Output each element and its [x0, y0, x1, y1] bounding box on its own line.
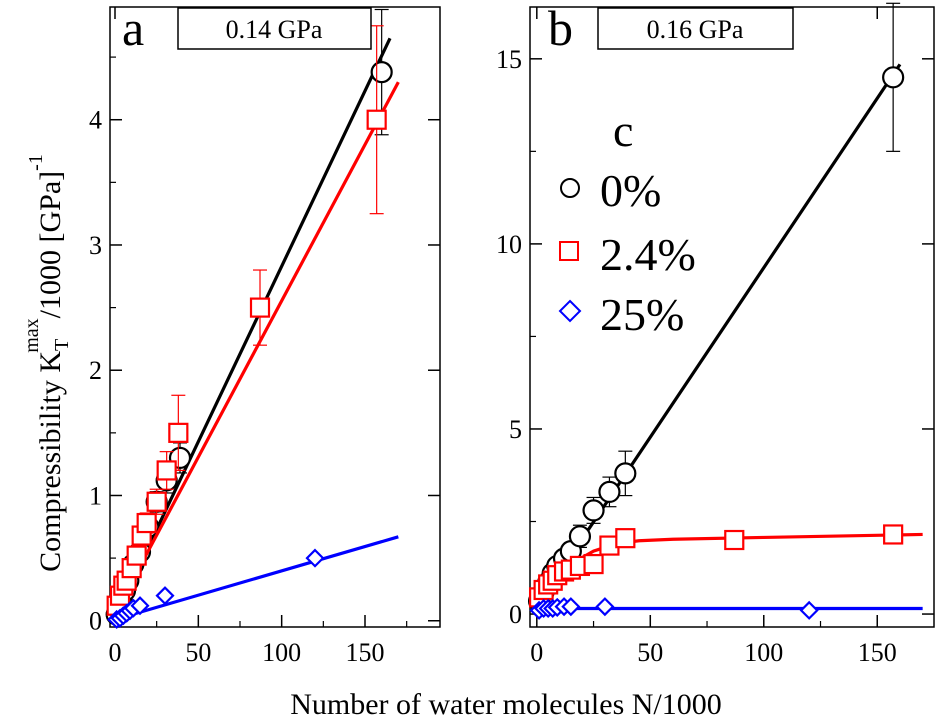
panel-a-point-2-4 — [249, 297, 271, 318]
panel-a-point-25 — [130, 596, 150, 616]
panel-b-x-tick-label: 100 — [744, 638, 783, 667]
y-axis-title-sub: T — [51, 339, 73, 351]
panel-a-x-tick-label: 150 — [346, 638, 385, 667]
y-axis-title-sup: max — [21, 318, 43, 352]
panel-b: 0 50 100 150 0 5 10 15 b 0.16 GPa — [496, 0, 935, 667]
panel-b-point-2-4 — [883, 524, 904, 545]
legend-label-2-4: 2.4% — [600, 229, 696, 280]
panel-a-point-2-4 — [146, 491, 167, 512]
panel-b-y-tick-label: 5 — [509, 415, 522, 444]
panel-a-y-tick-label: 1 — [89, 481, 102, 510]
legend-title: c — [613, 105, 633, 156]
panel-a-y-tick-label: 3 — [89, 231, 102, 260]
panel-b-y-tick-label: 10 — [496, 230, 522, 259]
y-axis-title-main: Compressibility K — [34, 351, 67, 572]
legend-label-0: 0% — [600, 165, 661, 216]
panel-a-pressure-box — [177, 7, 372, 50]
panel-b-point-2-4 — [724, 529, 745, 551]
panel-b-plot-area: 0 50 100 150 0 5 10 15 — [496, 2, 935, 667]
panel-b-point-0 — [882, 66, 905, 89]
x-axis-title: Number of water molecules N/1000 — [290, 688, 722, 721]
panel-a-point-2-4 — [136, 512, 157, 534]
panel-a-plot-area: 0 50 100 150 0 1 2 3 4 — [89, 6, 441, 667]
panel-a-axes-frame — [109, 6, 441, 628]
panel-b-point-25 — [561, 597, 581, 617]
panel-b-point-0 — [582, 499, 605, 522]
legend: c 0% 2.4% 25% — [558, 105, 696, 340]
panel-a-x-tick-label: 100 — [262, 638, 301, 667]
panel-a-letter: a — [122, 0, 144, 56]
panel-b-x-tick-label: 50 — [637, 638, 663, 667]
panel-a-point-0 — [370, 61, 393, 84]
panel-b-point-0 — [568, 525, 592, 548]
panel-b-fit-line-0 — [535, 63, 902, 608]
panel-a-point-25 — [155, 586, 175, 606]
panel-b-point-0 — [614, 462, 637, 485]
panel-a-point-2-4 — [126, 545, 147, 566]
panel-b-x-tick-label: 0 — [530, 638, 543, 667]
panel-a-point-2-4 — [366, 109, 387, 130]
legend-marker-0 — [560, 178, 580, 198]
panel-b-point-2-4 — [583, 553, 604, 575]
legend-label-25: 25% — [600, 289, 684, 340]
y-axis-title-tail: /1000 [GPa] — [34, 171, 67, 318]
panel-b-point-2-4 — [615, 528, 636, 549]
panel-b-letter: b — [548, 0, 573, 56]
panel-b-point-25 — [595, 597, 615, 617]
legend-marker-25 — [558, 299, 582, 323]
panel-b-y-tick-label: 15 — [496, 45, 522, 74]
panel-b-point-0 — [598, 480, 621, 503]
legend-marker-2-4 — [559, 241, 579, 261]
panel-b-x-tick-label: 150 — [858, 638, 897, 667]
panel-a-pressure: 0.14 GPa — [226, 15, 323, 44]
panel-a: 0 50 100 150 0 1 2 3 4 a 0.14 GPa — [89, 0, 441, 667]
panel-a-point-2-4 — [156, 460, 177, 481]
panel-a-point-2-4 — [168, 422, 189, 443]
panel-a-fit-line-0 — [113, 37, 392, 618]
panel-a-y-tick-label: 4 — [89, 106, 102, 135]
panel-a-y-tick-label: 2 — [89, 356, 102, 385]
panel-b-y-tick-label: 0 — [509, 600, 522, 629]
panel-b-pressure-box — [597, 7, 794, 50]
panel-a-fit-line-2-4 — [113, 81, 400, 614]
panel-b-point-25 — [799, 600, 819, 620]
panel-b-axes-frame — [529, 6, 935, 628]
panel-a-point-25 — [305, 548, 325, 568]
panel-b-pressure: 0.16 GPa — [647, 15, 744, 44]
y-axis-title-exp: -1 — [25, 154, 47, 171]
panel-a-y-tick-label: 0 — [89, 607, 102, 636]
panel-a-x-tick-label: 50 — [185, 638, 211, 667]
panel-a-fit-line-25 — [114, 535, 399, 622]
y-axis-title: Compressibility KTmax/1000 [GPa]-1 — [21, 154, 73, 572]
panel-a-x-tick-label: 0 — [109, 638, 122, 667]
